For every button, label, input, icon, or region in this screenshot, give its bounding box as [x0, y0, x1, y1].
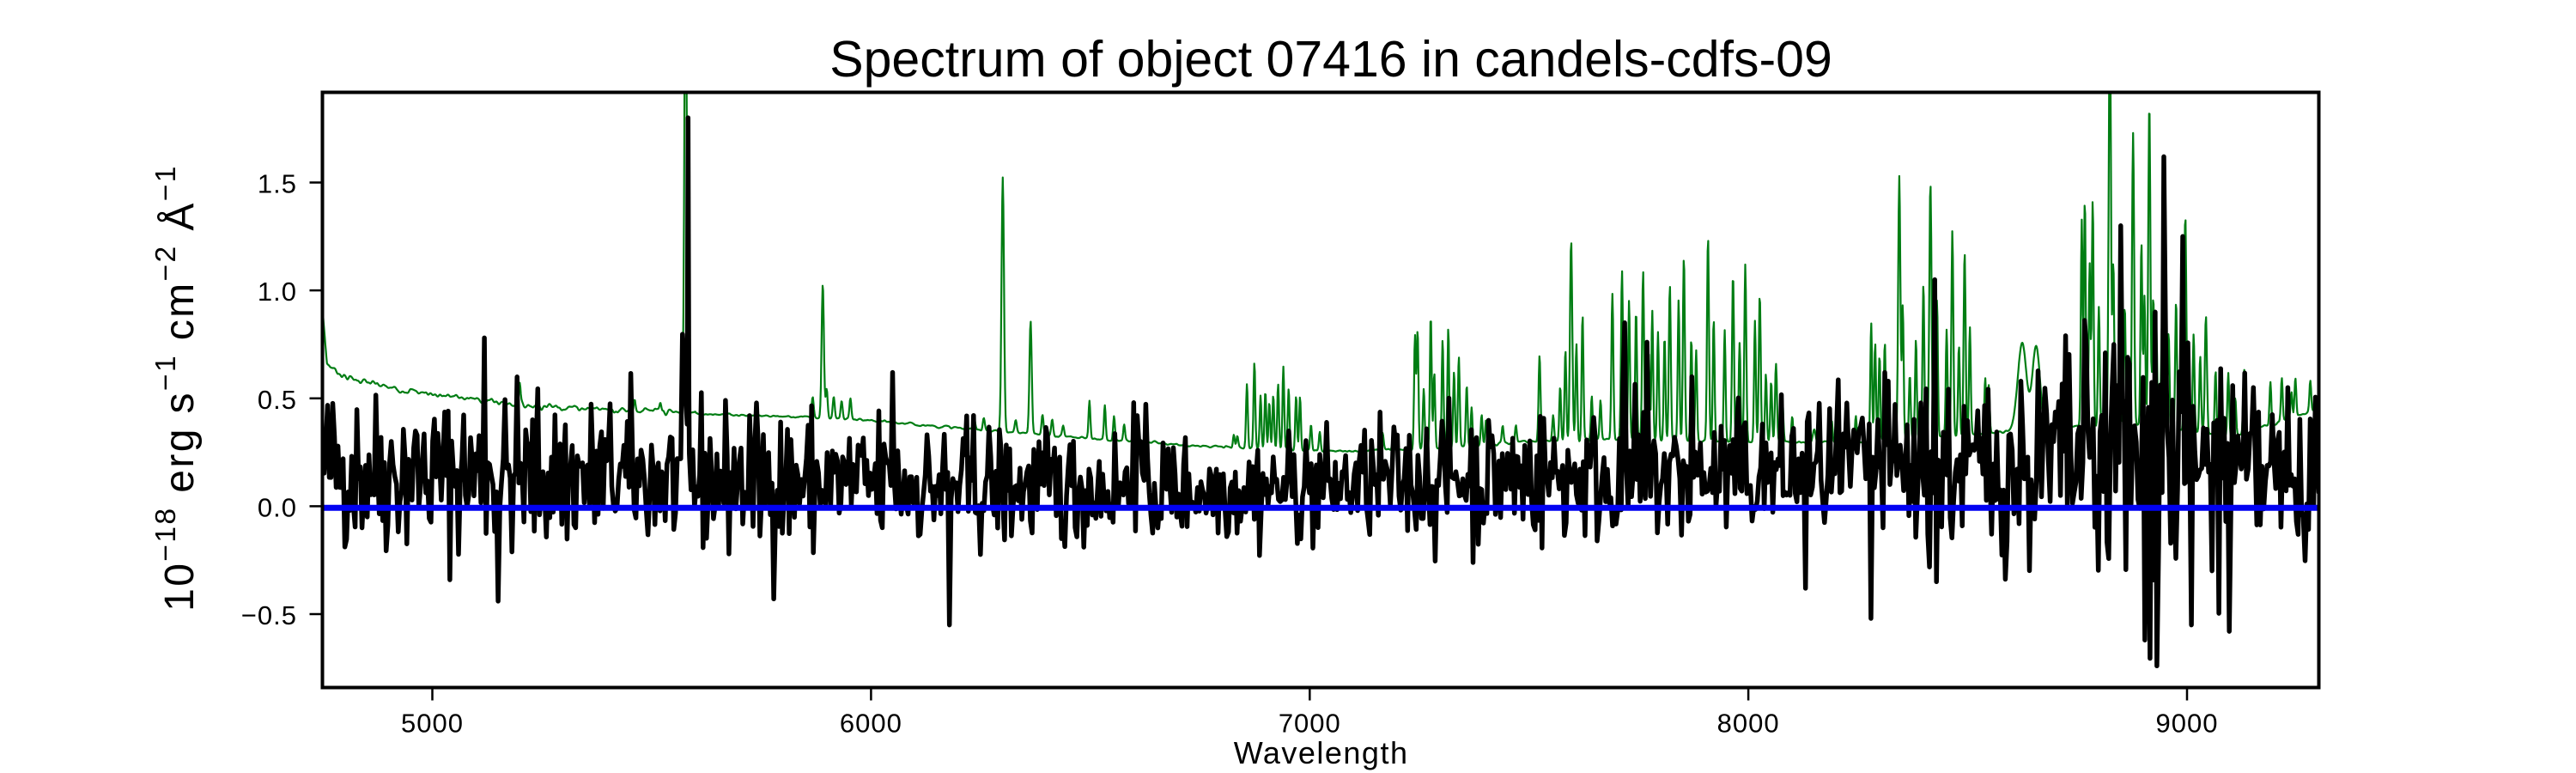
svg-text:Wavelength: Wavelength [1234, 735, 1409, 770]
svg-text:7000: 7000 [1279, 709, 1341, 739]
svg-text:1.5: 1.5 [258, 169, 297, 199]
svg-text:5000: 5000 [401, 709, 464, 739]
svg-text:9000: 9000 [2156, 709, 2219, 739]
svg-text:6000: 6000 [840, 709, 902, 739]
svg-text:8000: 8000 [1717, 709, 1780, 739]
svg-text:1.0: 1.0 [258, 277, 297, 307]
svg-text:0.5: 0.5 [258, 385, 297, 415]
svg-text:0.0: 0.0 [258, 492, 297, 522]
svg-text:−0.5: −0.5 [241, 600, 297, 630]
svg-text:10−18 erg s−1 cm−2 Å−1: 10−18 erg s−1 cm−2 Å−1 [150, 164, 203, 612]
svg-text:Spectrum of object 07416 in ca: Spectrum of object 07416 in candels-cdfs… [829, 31, 1832, 88]
